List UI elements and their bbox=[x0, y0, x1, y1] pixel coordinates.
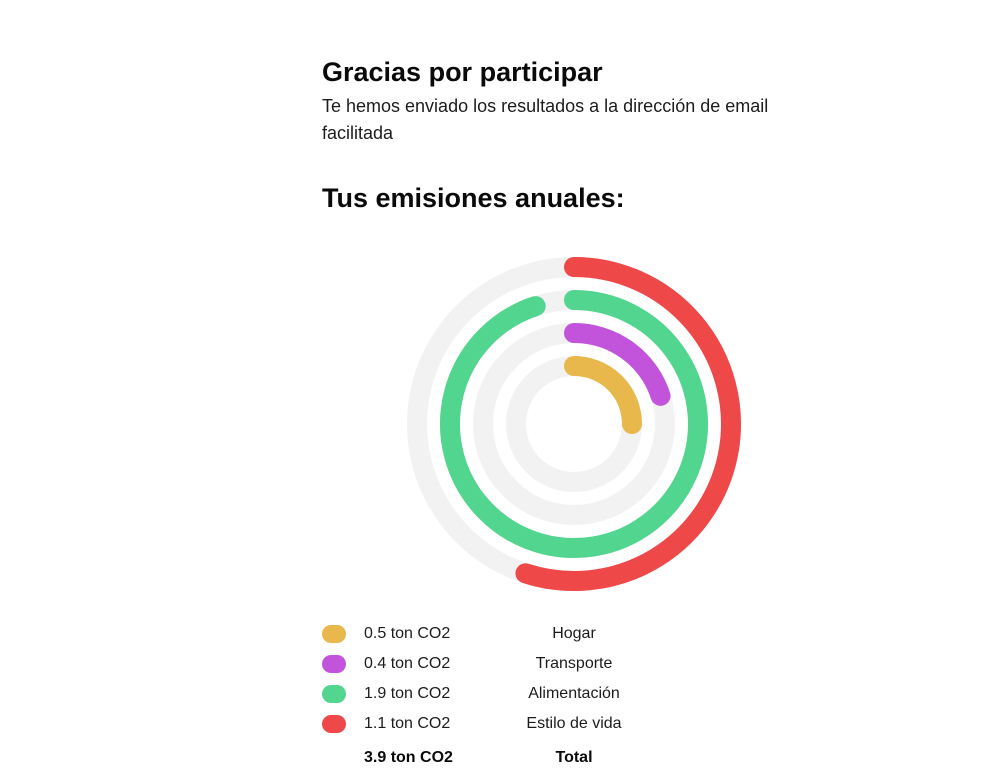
legend-value-transporte: 0.4 ton CO2 bbox=[364, 655, 451, 672]
legend-swatch-alimentacion bbox=[322, 685, 346, 703]
legend-item-hogar: 0.5 ton CO2 Hogar bbox=[322, 620, 662, 650]
legend-label-transporte: Transporte bbox=[535, 655, 613, 672]
legend-swatch-hogar bbox=[322, 625, 346, 643]
legend-value-hogar: 0.5 ton CO2 bbox=[364, 625, 451, 642]
total-label: Total bbox=[555, 749, 593, 766]
legend-value-estilo-de-vida: 1.1 ton CO2 bbox=[364, 715, 451, 732]
legend-item-estilo-de-vida: 1.1 ton CO2 Estilo de vida bbox=[322, 710, 662, 740]
emissions-title: Tus emisiones anuales: bbox=[322, 183, 625, 213]
legend-swatch-estilo-de-vida bbox=[322, 715, 346, 733]
page-title: Gracias por participar bbox=[322, 57, 603, 87]
total-value: 3.9 ton CO2 bbox=[364, 749, 453, 766]
chart-legend: 0.5 ton CO2 Hogar 0.4 ton CO2 Transporte… bbox=[322, 620, 662, 774]
legend-swatch-transporte bbox=[322, 655, 346, 673]
ring-bar-transporte bbox=[564, 323, 671, 406]
ring-bar-estilo-de-vida bbox=[515, 257, 741, 591]
legend-label-alimentacion: Alimentación bbox=[528, 685, 620, 702]
legend-value-alimentacion: 1.9 ton CO2 bbox=[364, 685, 451, 702]
legend-total: 3.9 ton CO2 Total bbox=[322, 744, 662, 774]
ring-bar-hogar bbox=[564, 356, 642, 434]
ring-bar-alimentacion bbox=[440, 290, 708, 558]
legend-label-hogar: Hogar bbox=[552, 625, 596, 642]
legend-item-transporte: 0.4 ton CO2 Transporte bbox=[322, 650, 662, 680]
page-subtitle: Te hemos enviado los resultados a la dir… bbox=[322, 96, 769, 143]
legend-item-alimentacion: 1.9 ton CO2 Alimentación bbox=[322, 680, 662, 710]
legend-label-estilo-de-vida: Estilo de vida bbox=[526, 715, 622, 732]
